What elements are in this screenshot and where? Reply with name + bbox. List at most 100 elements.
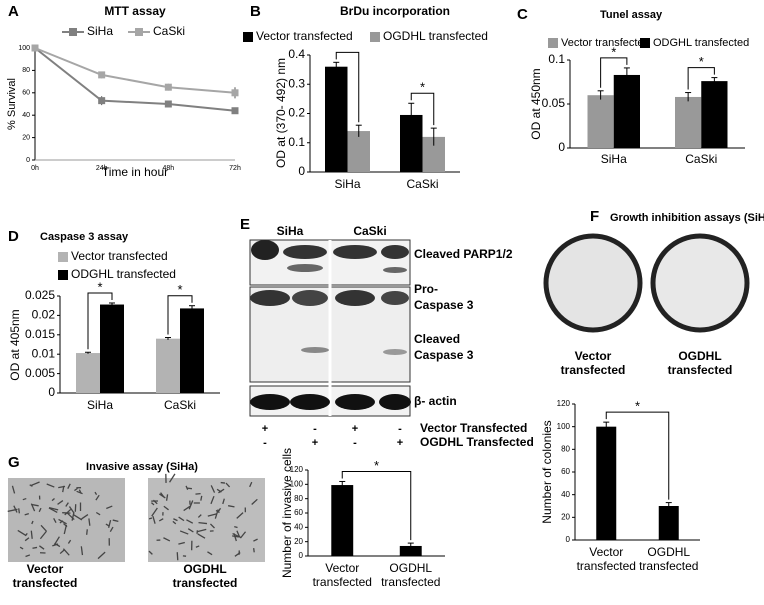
y-tick-label: 20 [294, 537, 303, 546]
x-tick-label: CaSki [164, 398, 196, 412]
cell [249, 481, 253, 488]
y-tick-label: 0 [558, 140, 565, 154]
cell [151, 502, 155, 506]
image-label: OGDHL transfected [172, 563, 238, 590]
cell [176, 552, 179, 561]
x-tick-label: Vector transfected [576, 546, 636, 573]
cell [67, 483, 71, 489]
cell [38, 507, 42, 513]
legend-swatch [58, 252, 68, 262]
series-line [34, 47, 236, 112]
cell [53, 536, 60, 546]
y-tick-label: 120 [557, 399, 571, 408]
y-tick-label: 80 [561, 444, 570, 453]
point [231, 107, 239, 115]
x-tick-label: CaSki [406, 177, 438, 191]
band-label: Pro- [414, 282, 438, 296]
cell [31, 520, 34, 525]
legend-label: Vector transfected [561, 37, 650, 49]
treatment-label: Vector Transfected [420, 421, 527, 435]
y-tick-label: 120 [290, 465, 304, 474]
cell [186, 519, 194, 524]
bar [347, 131, 370, 172]
cell [109, 526, 114, 533]
cell [172, 520, 177, 525]
panel-letter: G [8, 454, 20, 471]
bar [400, 114, 423, 172]
y-tick-label: 0.05 [542, 96, 566, 110]
micrographs [7, 473, 265, 562]
cell [210, 485, 216, 493]
cell [59, 520, 64, 524]
cell [97, 551, 106, 560]
cell [148, 517, 153, 520]
band-label: Caspase 3 [414, 348, 474, 362]
cell [233, 533, 237, 542]
x-tick-label: OGDHL transfected [639, 546, 699, 573]
y-tick-label: 40 [22, 112, 30, 119]
cell [185, 485, 189, 491]
y-axis-label: % Survival [6, 78, 18, 130]
cell [214, 509, 219, 519]
y-tick-label: 0.025 [25, 288, 55, 302]
legend-label: ODGHL transfected [653, 37, 749, 49]
cell [88, 518, 91, 526]
image-label-box: Vector transfected [560, 350, 626, 377]
cell [58, 485, 66, 489]
y-tick-label: 80 [22, 67, 30, 74]
cell [209, 523, 215, 529]
image-label-box: OGDHL transfected [668, 350, 733, 377]
cell [94, 491, 98, 496]
colony-plates [543, 233, 750, 333]
y-tick-label: 0.015 [25, 327, 55, 341]
x-tick-label-box: OGDHL transfected [639, 546, 699, 573]
cell [48, 507, 58, 514]
significance-bracket [410, 92, 435, 126]
y-tick-label: 0.2 [288, 106, 305, 120]
bar [325, 66, 348, 172]
y-tick-label: 100 [290, 479, 304, 488]
cell [218, 488, 225, 494]
cell [112, 519, 119, 522]
cell [200, 495, 203, 501]
legend-swatch [58, 270, 68, 280]
cell [158, 518, 164, 522]
cell [198, 522, 208, 525]
significance-bracket [687, 67, 715, 90]
x-tick-label-box: Vector transfected [312, 562, 372, 589]
series-line [34, 47, 236, 94]
cell [173, 518, 178, 522]
cell [207, 551, 213, 556]
panel-letter: C [517, 6, 528, 23]
cell [57, 500, 64, 505]
cell [74, 487, 78, 492]
significance-bracket [87, 292, 113, 350]
legend-swatch [640, 38, 650, 48]
bar [100, 304, 124, 393]
y-tick-label: 0 [298, 164, 305, 178]
x-tick-label: CaSki [685, 152, 717, 166]
image-label-box: Vector transfected [13, 563, 78, 590]
y-tick-label: 20 [22, 134, 30, 141]
cell [178, 541, 185, 545]
y-tick-label: 0 [566, 535, 571, 544]
y-axis-label: OD at 450nm [529, 68, 543, 139]
cell [59, 549, 66, 555]
cell [253, 548, 255, 553]
cell [71, 512, 75, 521]
cell [239, 531, 247, 539]
western-blot [249, 239, 411, 417]
y-tick-label: 0.1 [548, 52, 565, 66]
point [164, 100, 172, 108]
band-label: Caspase 3 [414, 298, 474, 312]
cell [86, 529, 88, 535]
cell [30, 481, 40, 487]
significance-bracket [167, 295, 193, 335]
x-tick-label: 24h [96, 165, 108, 172]
image-label: Vector transfected [560, 350, 626, 377]
cell [39, 530, 48, 540]
bar [701, 81, 728, 148]
cell [187, 528, 194, 533]
x-tick-label: Vector transfected [312, 562, 372, 589]
cell [95, 494, 100, 501]
